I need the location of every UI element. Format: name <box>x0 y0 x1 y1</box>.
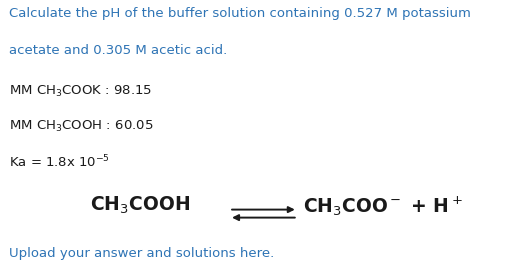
Text: CH$_3$COO$^-$ + H$^+$: CH$_3$COO$^-$ + H$^+$ <box>303 195 462 218</box>
Text: Calculate the pH of the buffer solution containing 0.527 M potassium: Calculate the pH of the buffer solution … <box>9 7 471 20</box>
Text: MM CH$_3$COOK : 98.15: MM CH$_3$COOK : 98.15 <box>9 84 152 99</box>
Text: acetate and 0.305 M acetic acid.: acetate and 0.305 M acetic acid. <box>9 44 228 57</box>
Text: MM CH$_3$COOH : 60.05: MM CH$_3$COOH : 60.05 <box>9 119 154 134</box>
Text: CH$_3$COOH: CH$_3$COOH <box>90 195 191 216</box>
Text: Ka = 1.8x 10$^{-5}$: Ka = 1.8x 10$^{-5}$ <box>9 154 110 170</box>
Text: Upload your answer and solutions here.: Upload your answer and solutions here. <box>9 247 274 260</box>
